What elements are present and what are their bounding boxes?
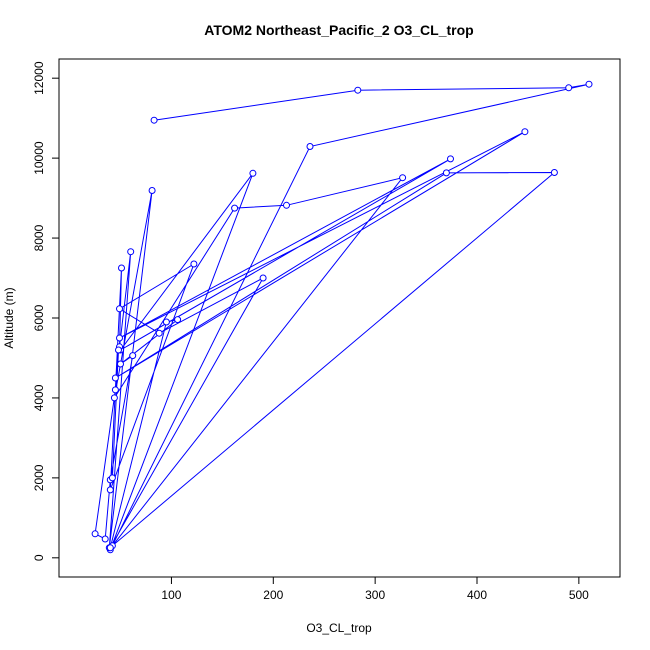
- data-point: [521, 128, 529, 136]
- data-point: [127, 248, 135, 256]
- x-tick-label: 500: [569, 588, 589, 602]
- data-point: [442, 169, 450, 177]
- data-point: [101, 535, 109, 543]
- x-axis-label: O3_CL_trop: [306, 621, 372, 635]
- data-point: [148, 187, 156, 194]
- data-point: [111, 374, 119, 382]
- data-point: [231, 204, 239, 212]
- x-tick-label: 200: [263, 588, 283, 602]
- x-tick-label: 300: [365, 588, 385, 602]
- data-point: [118, 264, 125, 272]
- y-tick-label: 12000: [32, 61, 46, 95]
- data-point: [117, 360, 124, 368]
- data-point: [108, 474, 116, 482]
- data-point: [447, 155, 454, 163]
- data-point: [259, 274, 267, 282]
- y-axis-label: Altitude (m): [2, 287, 16, 348]
- data-point: [106, 544, 114, 552]
- x-tick-label: 400: [467, 588, 487, 602]
- data-point: [129, 352, 137, 360]
- data-point: [116, 334, 123, 342]
- data-point: [162, 318, 170, 326]
- series-group: [91, 80, 593, 554]
- y-axis: 0 2000 4000 6000 8000 10000 12000: [32, 61, 60, 561]
- data-point: [399, 174, 407, 182]
- chart-title: ATOM2 Northeast_Pacific_2 O3_CL_trop: [204, 22, 473, 38]
- data-point: [110, 394, 118, 402]
- y-tick-label: 4000: [32, 384, 46, 411]
- x-axis: 100 200 300 400 500: [161, 576, 589, 602]
- data-point: [106, 486, 114, 494]
- data-point: [155, 329, 163, 337]
- y-tick-label: 0: [32, 554, 46, 561]
- x-tick-label: 100: [161, 588, 181, 602]
- data-point: [550, 169, 558, 176]
- data-point: [111, 386, 119, 394]
- data-point: [91, 530, 99, 538]
- data-point: [306, 143, 314, 150]
- y-tick-label: 10000: [32, 141, 46, 175]
- data-point: [283, 201, 290, 209]
- data-point: [174, 316, 182, 324]
- data-point: [115, 346, 122, 354]
- data-point: [116, 305, 123, 313]
- y-tick-label: 8000: [32, 224, 46, 251]
- data-point: [150, 116, 158, 124]
- data-point: [565, 84, 573, 92]
- series-line: [94, 83, 590, 551]
- y-tick-label: 2000: [32, 464, 46, 491]
- data-point: [354, 86, 362, 94]
- data-point: [190, 260, 198, 268]
- data-point: [585, 80, 593, 88]
- data-point: [249, 169, 257, 177]
- plot-frame: [58, 58, 621, 578]
- y-tick-label: 6000: [32, 304, 46, 331]
